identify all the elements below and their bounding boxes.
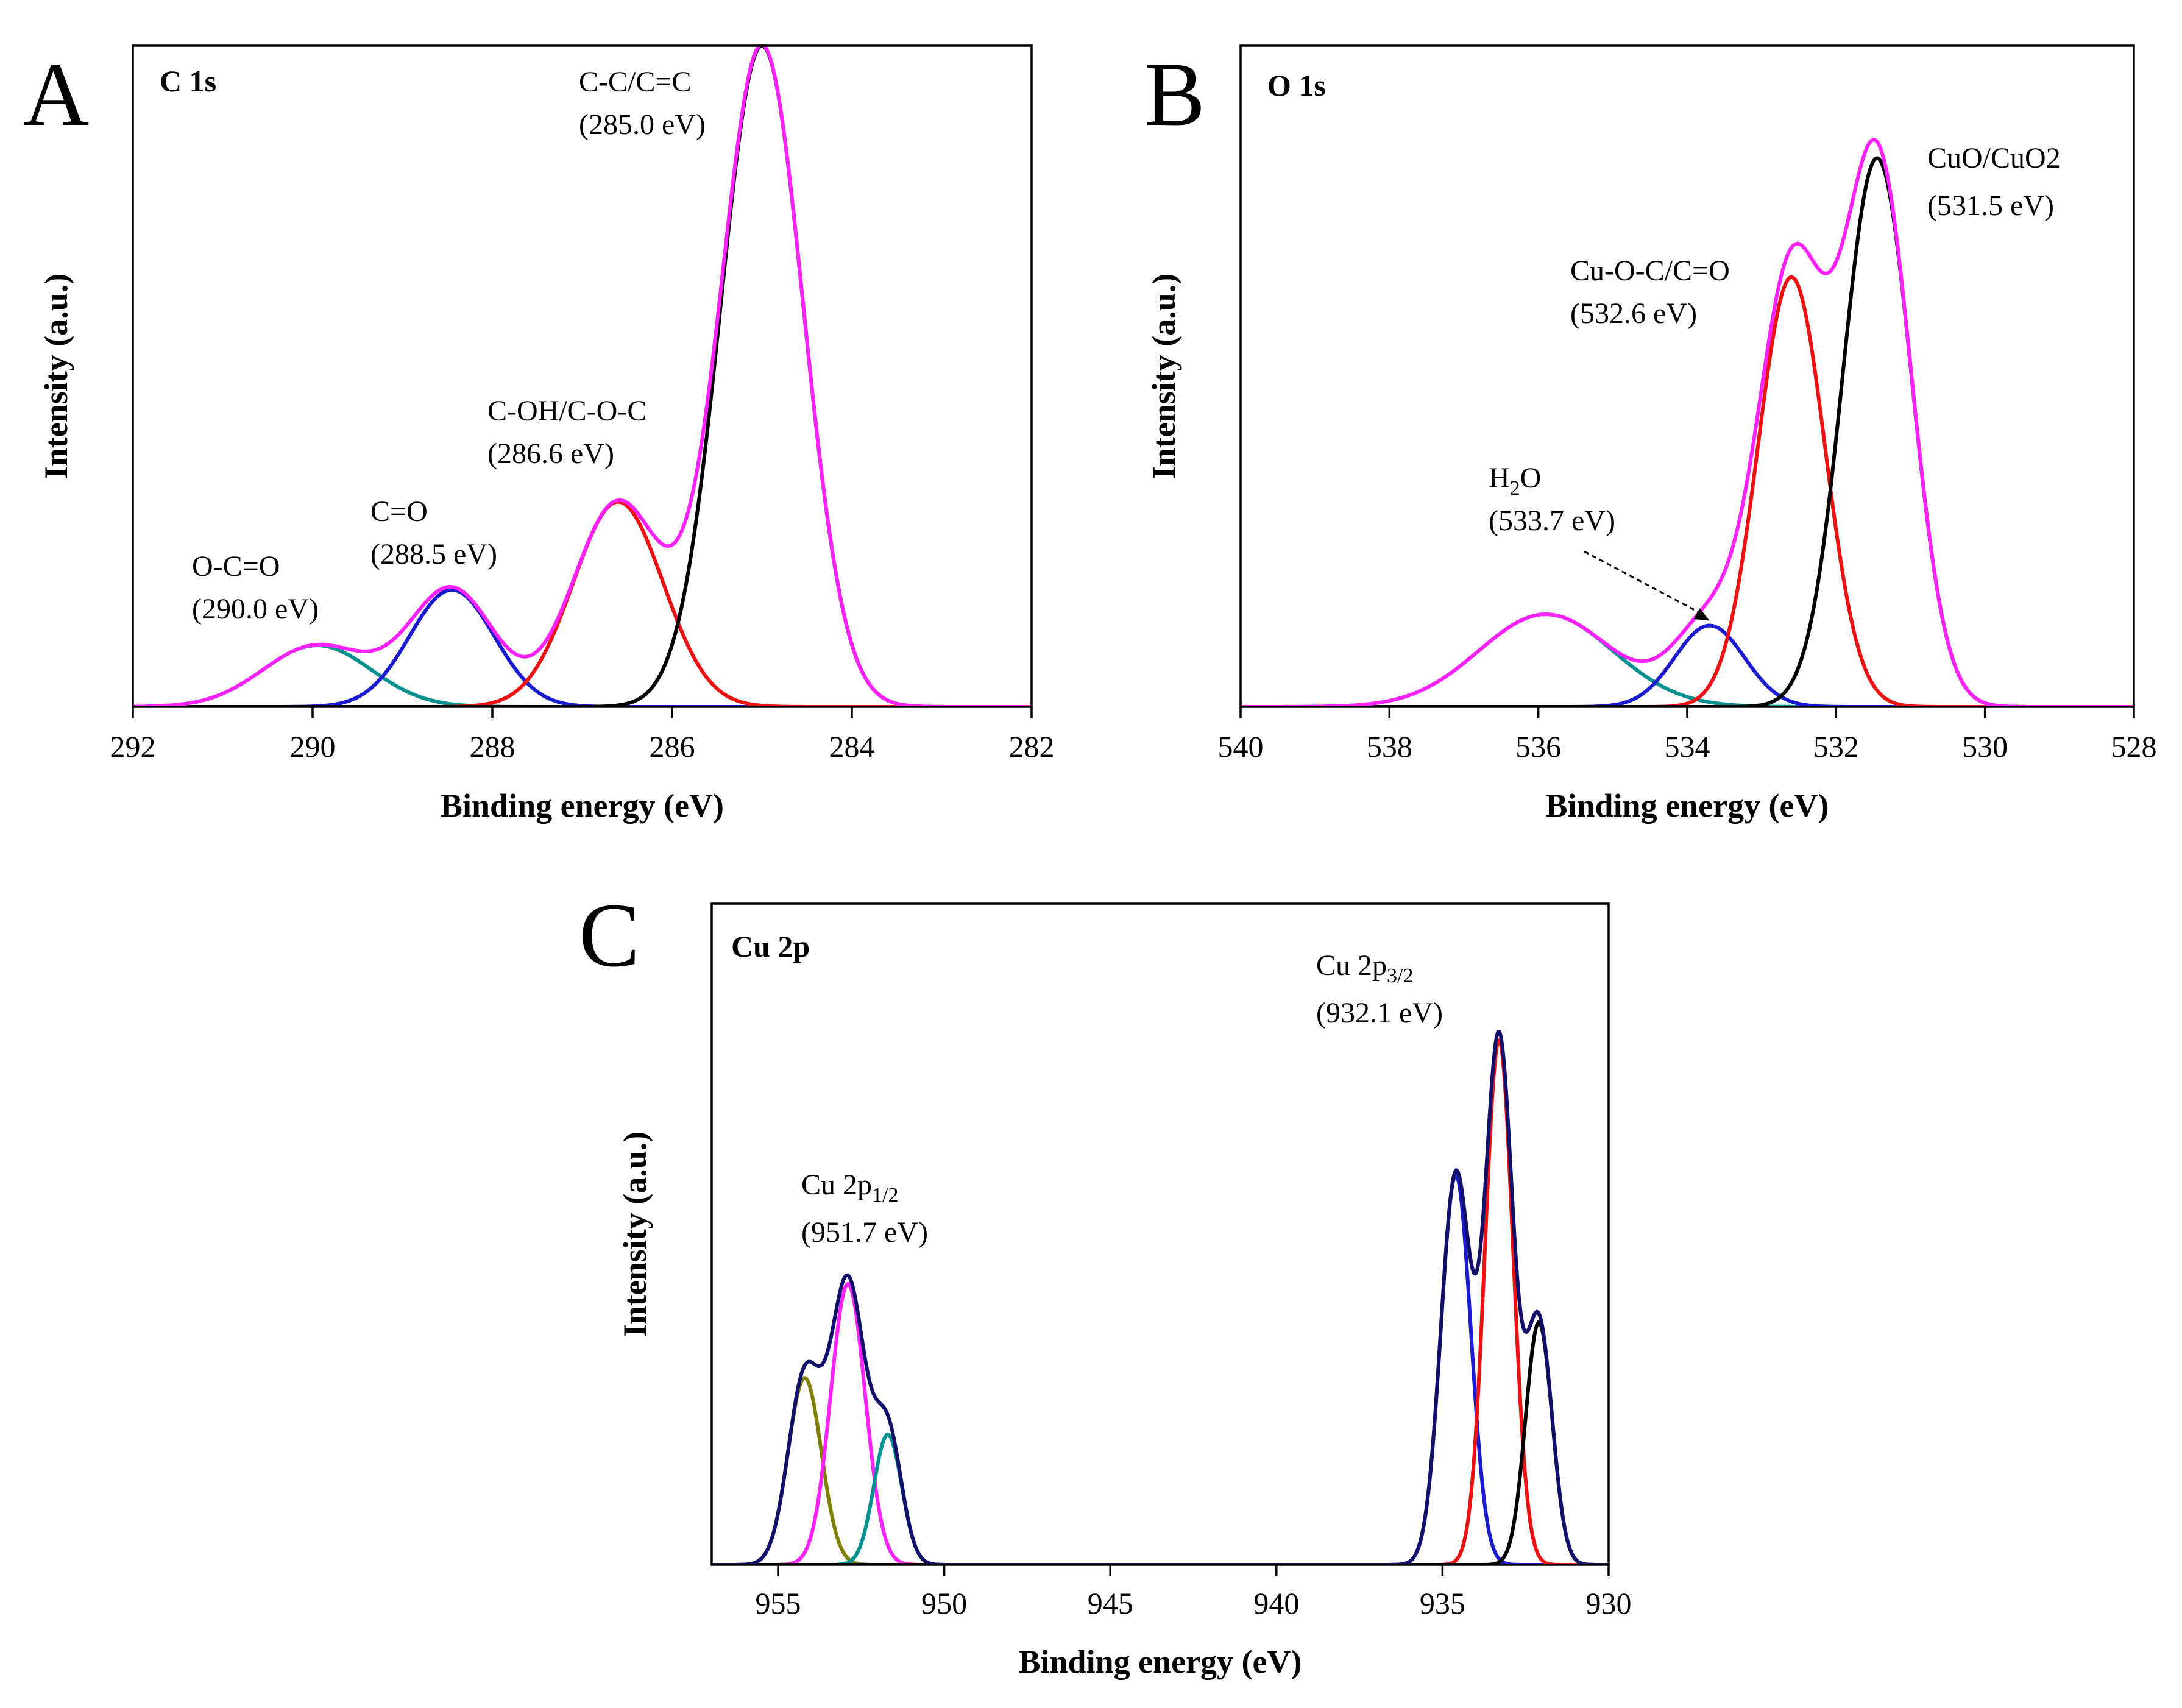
peak-annotation: CuO/CuO2 (531.5 eV) — [1927, 142, 2061, 222]
series-line-3 — [1241, 275, 2134, 707]
series-line-1 — [133, 643, 1032, 707]
peak-energy: (285.0 eV) — [579, 108, 706, 141]
peak-label: C-OH/C-O-C — [487, 395, 646, 427]
x-tick-label: 538 — [1367, 729, 1412, 764]
panel-title: Cu 2p — [731, 929, 810, 963]
peak-energy: (288.5 eV) — [370, 538, 497, 570]
series-line-5 — [712, 1038, 1609, 1565]
panel-letter: C — [579, 885, 640, 986]
peak-label: Cu-O-C/C=O — [1570, 255, 1730, 287]
peak-annotation: Cu 2p3/2 (932.1 eV) — [1316, 949, 1443, 1029]
x-tick-label: 284 — [829, 729, 875, 764]
peak-energy: (290.0 eV) — [192, 593, 319, 625]
panel-title: C 1s — [160, 64, 216, 98]
peak-energy: (533.7 eV) — [1489, 505, 1615, 537]
x-tick-label: 530 — [1962, 729, 2008, 764]
x-tick-label: 930 — [1586, 1586, 1632, 1620]
peak-annotation: Cu 2p1/2 (951.7 eV) — [801, 1169, 928, 1249]
peak-energy: (286.6 eV) — [487, 438, 614, 470]
series-line-7 — [712, 1030, 1609, 1565]
x-axis-label: Binding energy (eV) — [441, 787, 724, 824]
panel-letter: A — [23, 44, 89, 145]
y-axis-label: Intensity (a.u.) — [617, 1132, 653, 1338]
x-tick-label: 950 — [921, 1586, 967, 1620]
pointer-arrow — [1584, 550, 1702, 614]
x-axis-label: Binding energy (eV) — [1546, 787, 1829, 824]
y-axis-label: Intensity (a.u.) — [1146, 274, 1182, 480]
peak-label: C=O — [370, 495, 428, 528]
x-tick-label: 536 — [1515, 729, 1561, 764]
curves — [1241, 138, 2134, 707]
x-tick-label: 945 — [1088, 1586, 1133, 1620]
peak-annotation: C-OH/C-O-C (286.6 eV) — [487, 395, 646, 470]
x-tick-label: 282 — [1009, 729, 1055, 764]
peak-energy: (532.6 eV) — [1570, 297, 1697, 330]
peak-energy: (932.1 eV) — [1316, 997, 1443, 1029]
peak-annotation: C-C/C=C (285.0 eV) — [579, 66, 706, 141]
series-line-5 — [133, 44, 1032, 707]
x-tick-label: 955 — [756, 1586, 801, 1620]
x-axis-label: Binding energy (eV) — [1019, 1643, 1302, 1680]
peak-energy: (531.5 eV) — [1927, 190, 2054, 222]
y-axis-label: Intensity (a.u.) — [38, 274, 74, 480]
peak-label: H2O — [1489, 462, 1541, 500]
peak-annotation: C=O (288.5 eV) — [370, 495, 497, 570]
x-tick-label: 935 — [1420, 1586, 1465, 1620]
x-tick-label: 286 — [650, 729, 695, 764]
peak-annotation: Cu-O-C/C=O (532.6 eV) — [1570, 255, 1730, 330]
peak-annotation: H2O (533.7 eV) — [1489, 462, 1615, 537]
peak-label: C-C/C=C — [579, 66, 691, 98]
panel-letter: B — [1144, 44, 1205, 145]
x-tick-label: 540 — [1218, 729, 1264, 764]
series-line-5 — [1241, 138, 2134, 707]
panel-title: O 1s — [1267, 68, 1326, 102]
peak-energy: (951.7 eV) — [801, 1216, 928, 1249]
x-tick-label: 528 — [2111, 729, 2157, 764]
plot-frame — [132, 44, 1033, 708]
panel-c: 955 950 945 940 935 930 Binding energy (eV) Int… — [579, 885, 1632, 1680]
peak-label: Cu 2p1/2 — [801, 1169, 898, 1207]
peak-label: CuO/CuO2 — [1927, 142, 2061, 174]
panel-b: 540 538 536 534 532 530 528 Binding energy (eV)… — [1144, 44, 2157, 824]
x-tick-label: 288 — [470, 729, 515, 764]
x-tick-label: 292 — [110, 729, 156, 764]
curves — [712, 1030, 1609, 1565]
peak-annotation: O-C=O (290.0 eV) — [192, 550, 319, 625]
series-line-2 — [712, 1281, 1609, 1565]
x-tick-label: 940 — [1253, 1586, 1299, 1620]
peak-label: O-C=O — [192, 550, 280, 583]
x-tick-label: 290 — [290, 729, 336, 764]
peak-label: Cu 2p3/2 — [1316, 949, 1413, 987]
x-tick-label: 534 — [1665, 729, 1710, 764]
series-line-3 — [712, 1433, 1609, 1565]
plot-frame — [710, 902, 1610, 1566]
series-line-2 — [1241, 623, 2134, 707]
x-tick-label: 532 — [1813, 729, 1859, 764]
arrow-head-icon — [1693, 608, 1710, 621]
panel-a: 292 290 288 286 284 282 Binding energy (eV) Int… — [23, 44, 1055, 824]
